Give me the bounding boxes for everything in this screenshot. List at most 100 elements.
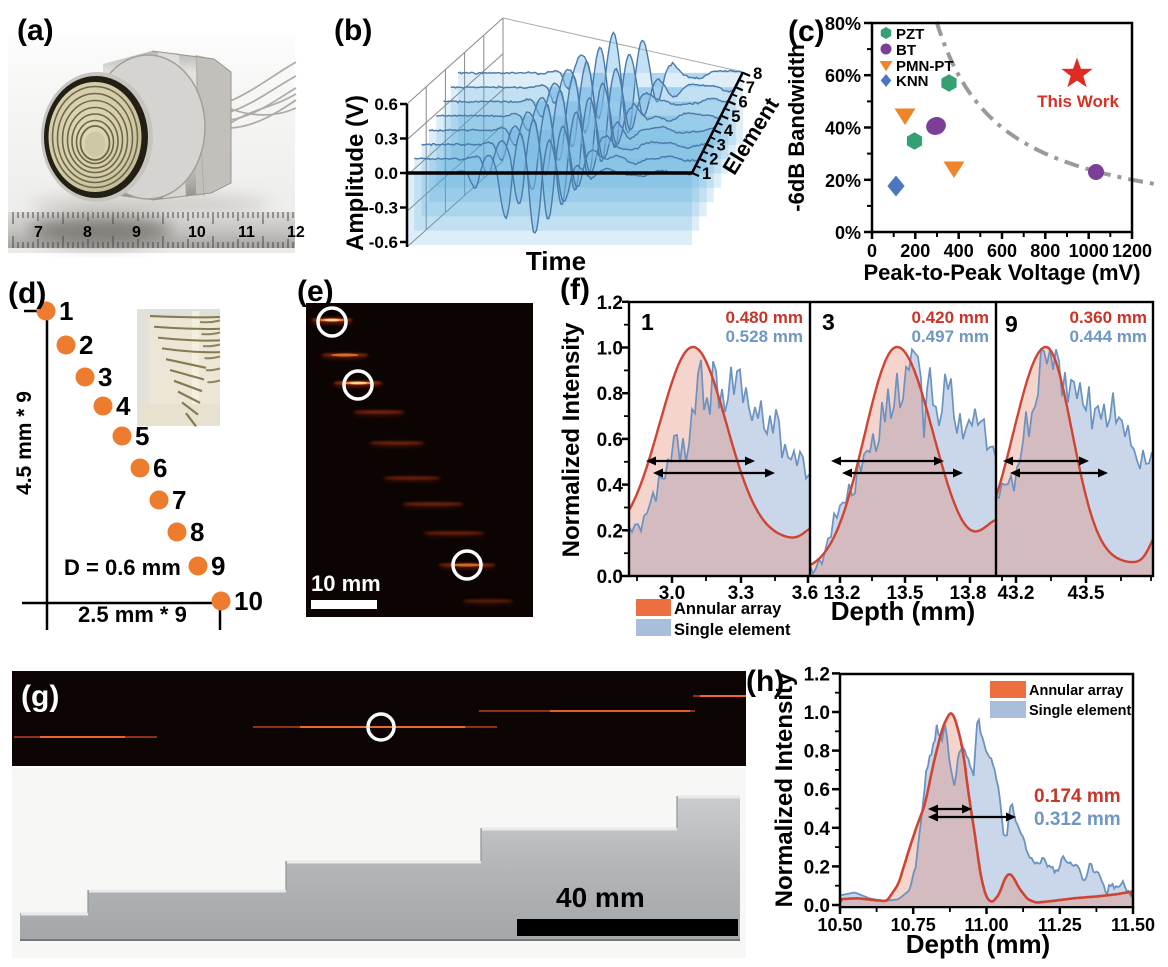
- svg-text:400: 400: [944, 241, 974, 261]
- svg-text:43.5: 43.5: [1068, 583, 1105, 604]
- svg-text:0.497 mm: 0.497 mm: [912, 327, 990, 346]
- svg-text:1200: 1200: [1112, 241, 1152, 261]
- svg-text:4: 4: [724, 122, 734, 140]
- svg-text:0.444 mm: 0.444 mm: [1070, 327, 1148, 346]
- svg-text:1: 1: [702, 165, 711, 183]
- svg-text:Depth (mm): Depth (mm): [831, 596, 975, 626]
- svg-text:0.312 mm: 0.312 mm: [1034, 809, 1121, 830]
- svg-text:Annular array: Annular array: [674, 600, 782, 618]
- svg-text:0.528 mm: 0.528 mm: [726, 327, 804, 346]
- svg-text:80%: 80%: [825, 14, 861, 34]
- svg-text:D = 0.6 mm: D = 0.6 mm: [64, 555, 181, 580]
- svg-text:13.2: 13.2: [824, 583, 861, 604]
- svg-text:9: 9: [211, 551, 225, 581]
- svg-text:2: 2: [709, 151, 718, 169]
- svg-text:1.0: 1.0: [804, 703, 830, 724]
- svg-text:0.2: 0.2: [597, 521, 623, 542]
- svg-text:10.50: 10.50: [817, 915, 862, 935]
- svg-text:43.2: 43.2: [998, 583, 1035, 604]
- svg-text:0.8: 0.8: [597, 384, 623, 405]
- svg-text:Amplitude (V): Amplitude (V): [342, 95, 369, 251]
- svg-text:Normalized Intensity: Normalized Intensity: [558, 322, 585, 557]
- svg-text:3: 3: [98, 362, 112, 392]
- svg-text:11.25: 11.25: [1038, 915, 1082, 935]
- svg-text:0.6: 0.6: [804, 780, 830, 801]
- svg-text:10: 10: [188, 224, 206, 241]
- svg-text:0.420 mm: 0.420 mm: [912, 308, 990, 327]
- svg-text:PMN-PT: PMN-PT: [896, 58, 954, 75]
- svg-text:4: 4: [116, 391, 131, 421]
- svg-text:Single element: Single element: [674, 621, 791, 639]
- svg-text:Time: Time: [526, 246, 586, 276]
- svg-text:-0.3: -0.3: [369, 199, 398, 218]
- svg-text:0.0: 0.0: [804, 896, 830, 917]
- svg-text:(g): (g): [21, 680, 59, 713]
- svg-text:8: 8: [190, 517, 204, 547]
- svg-text:Single element: Single element: [1029, 703, 1132, 719]
- svg-text:BT: BT: [896, 42, 916, 59]
- svg-text:13.8: 13.8: [950, 583, 987, 604]
- svg-text:1.2: 1.2: [804, 664, 830, 685]
- svg-text:(a): (a): [17, 14, 54, 47]
- svg-text:10 mm: 10 mm: [311, 571, 381, 596]
- svg-text:11: 11: [238, 224, 255, 241]
- svg-text:7: 7: [172, 485, 186, 515]
- svg-text:(e): (e): [297, 275, 334, 308]
- svg-text:(b): (b): [334, 14, 372, 47]
- svg-text:7: 7: [746, 79, 755, 97]
- svg-text:0.8: 0.8: [804, 742, 830, 763]
- svg-text:-0.6: -0.6: [369, 233, 398, 252]
- svg-text:5: 5: [135, 421, 149, 451]
- svg-text:0: 0: [867, 241, 877, 261]
- svg-text:This Work: This Work: [1037, 92, 1119, 111]
- svg-text:Peak-to-Peak Voltage (mV): Peak-to-Peak Voltage (mV): [863, 260, 1140, 285]
- svg-text:-6dB Bandwidth: -6dB Bandwidth: [784, 44, 809, 211]
- svg-text:PZT: PZT: [896, 26, 924, 43]
- svg-text:0.3: 0.3: [374, 130, 398, 149]
- svg-text:200: 200: [900, 241, 930, 261]
- svg-text:600: 600: [987, 241, 1017, 261]
- svg-text:10.75: 10.75: [891, 915, 936, 935]
- svg-text:0.360 mm: 0.360 mm: [1070, 308, 1148, 327]
- svg-text:1.0: 1.0: [597, 339, 623, 360]
- svg-text:8: 8: [83, 224, 92, 241]
- svg-text:(d): (d): [8, 277, 46, 310]
- svg-text:5: 5: [731, 108, 740, 126]
- svg-text:3.3: 3.3: [728, 583, 754, 604]
- svg-text:6: 6: [153, 453, 167, 483]
- svg-text:40 mm: 40 mm: [556, 882, 645, 913]
- svg-text:11.50: 11.50: [1111, 915, 1155, 935]
- svg-text:11.00: 11.00: [964, 915, 1008, 935]
- svg-text:60%: 60%: [825, 66, 861, 86]
- svg-text:0.6: 0.6: [374, 95, 398, 114]
- svg-text:12: 12: [287, 224, 305, 241]
- svg-text:6: 6: [739, 94, 748, 112]
- svg-text:13.5: 13.5: [887, 583, 924, 604]
- svg-text:9: 9: [1005, 311, 1018, 337]
- svg-text:1.2: 1.2: [597, 293, 623, 314]
- svg-text:0.4: 0.4: [597, 476, 624, 497]
- svg-text:0%: 0%: [835, 223, 861, 243]
- svg-text:(c): (c): [788, 15, 825, 48]
- svg-text:(h): (h): [746, 665, 784, 698]
- svg-text:7: 7: [34, 224, 43, 241]
- svg-text:8: 8: [753, 65, 762, 83]
- svg-text:Normalized Intensity: Normalized Intensity: [771, 672, 798, 907]
- svg-text:9: 9: [132, 224, 141, 241]
- svg-text:0.174 mm: 0.174 mm: [1034, 786, 1121, 807]
- svg-text:2.5 mm * 9: 2.5 mm * 9: [78, 602, 187, 627]
- svg-text:3: 3: [822, 309, 835, 335]
- svg-text:0.0: 0.0: [597, 567, 623, 588]
- svg-text:0.6: 0.6: [597, 430, 623, 451]
- svg-text:3.0: 3.0: [659, 583, 685, 604]
- svg-text:(f): (f): [560, 273, 590, 306]
- svg-text:KNN: KNN: [896, 73, 929, 90]
- svg-text:20%: 20%: [825, 171, 861, 191]
- svg-text:3.6: 3.6: [792, 583, 818, 604]
- svg-text:0.0: 0.0: [374, 164, 398, 183]
- svg-text:Annular array: Annular array: [1029, 683, 1123, 699]
- svg-text:Depth (mm): Depth (mm): [906, 929, 1050, 959]
- svg-text:0.2: 0.2: [804, 857, 830, 878]
- svg-text:40%: 40%: [825, 119, 861, 139]
- svg-text:800: 800: [1030, 241, 1060, 261]
